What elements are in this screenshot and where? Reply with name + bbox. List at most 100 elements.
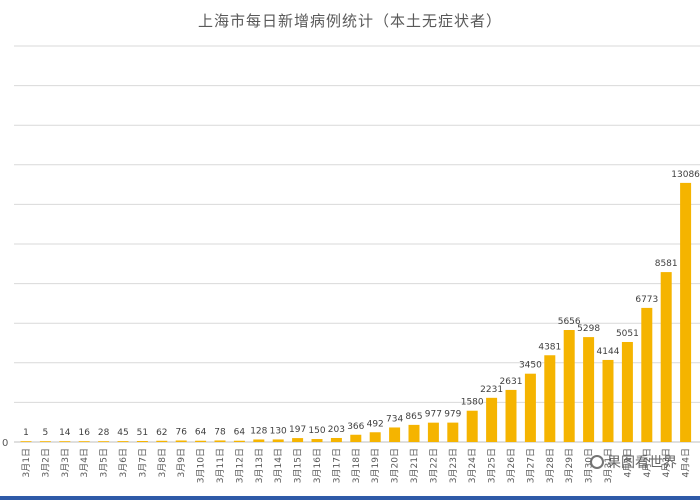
- data-label: 4381: [538, 342, 561, 352]
- data-label: 14: [59, 428, 71, 438]
- data-label: 5656: [558, 317, 581, 327]
- data-label: 3450: [519, 361, 542, 371]
- bar: [660, 272, 672, 442]
- data-label: 16: [78, 428, 90, 438]
- bar: [583, 337, 595, 442]
- y-tick-label: 0: [2, 438, 8, 449]
- bar: [59, 441, 71, 442]
- bar: [408, 424, 420, 442]
- bar: [39, 441, 51, 442]
- data-label: 5298: [577, 324, 600, 334]
- x-tick-label: 3月13日: [254, 448, 265, 483]
- bar: [621, 341, 633, 442]
- watermark: 果图看世界: [590, 452, 677, 472]
- bar: [544, 355, 556, 442]
- bar: [641, 307, 653, 442]
- data-label: 979: [444, 410, 461, 420]
- bar: [20, 441, 32, 442]
- x-tick-label: 4月3日: [661, 448, 672, 477]
- bar: [466, 410, 478, 442]
- x-tick-label: 3月8日: [157, 448, 168, 477]
- chart-title: 上海市每日新增病例统计（本土无症状者）: [197, 12, 502, 30]
- bar: [330, 437, 342, 442]
- chat-bubble-icon: [590, 455, 604, 469]
- bar: [136, 440, 148, 442]
- x-tick-label: 3月20日: [390, 448, 401, 483]
- data-label: 64: [195, 428, 207, 438]
- data-label: 1580: [461, 398, 484, 408]
- data-label: 5051: [616, 329, 639, 339]
- x-tick-label: 3月24日: [467, 448, 478, 483]
- x-tick-label: 4月2日: [642, 448, 653, 477]
- x-tick-label: 3月4日: [79, 448, 90, 477]
- x-tick-label: 3月17日: [331, 448, 342, 483]
- bar: [486, 397, 498, 442]
- x-tick-label: 3月16日: [312, 448, 323, 483]
- bar: [427, 422, 439, 442]
- bar: [272, 439, 284, 442]
- data-label: 492: [367, 419, 384, 429]
- data-label: 5: [43, 428, 49, 438]
- watermark-text: 果图看世界: [607, 455, 677, 471]
- data-label: 977: [425, 410, 442, 420]
- bar: [524, 373, 536, 442]
- bar: [253, 439, 265, 442]
- data-label: 150: [308, 426, 325, 436]
- x-tick-label: 3月25日: [487, 448, 498, 483]
- x-tick-label: 3月30日: [584, 448, 595, 483]
- bar: [233, 440, 245, 442]
- data-label: 203: [328, 425, 345, 435]
- bar: [156, 440, 168, 442]
- x-tick-label: 3月27日: [525, 448, 536, 483]
- x-tick-label: 3月22日: [428, 448, 439, 483]
- data-label: 28: [98, 428, 110, 438]
- data-label: 2631: [500, 377, 523, 387]
- bar: [350, 434, 362, 442]
- x-tick-label: 3月12日: [234, 448, 245, 483]
- bar: [98, 441, 110, 442]
- bar: [369, 432, 381, 442]
- x-tick-label: 3月5日: [99, 448, 110, 477]
- data-label: 51: [137, 428, 148, 438]
- data-label: 4144: [597, 347, 620, 357]
- x-tick-label: 4月4日: [681, 448, 692, 477]
- data-label: 78: [214, 427, 226, 437]
- bar: [602, 359, 614, 442]
- x-tick-label: 3月1日: [21, 448, 32, 477]
- data-label: 13086: [671, 170, 700, 180]
- x-tick-label: 3月3日: [60, 448, 71, 477]
- x-tick-label: 3月2日: [40, 448, 51, 477]
- data-label: 45: [117, 428, 128, 438]
- bar: [175, 440, 187, 442]
- frame-border: [0, 496, 700, 500]
- x-tick-label: 3月6日: [118, 448, 129, 477]
- x-tick-label: 3月31日: [603, 448, 614, 483]
- data-label: 76: [175, 427, 187, 437]
- data-label: 865: [405, 412, 422, 422]
- data-label: 6773: [635, 295, 658, 305]
- bar: [195, 440, 207, 442]
- bar: [292, 438, 304, 442]
- x-tick-label: 3月15日: [293, 448, 304, 483]
- x-tick-label: 3月21日: [409, 448, 420, 483]
- bar: [563, 330, 575, 442]
- x-tick-label: 3月10日: [196, 448, 207, 483]
- data-label: 130: [270, 426, 287, 436]
- x-tick-label: 3月9日: [176, 448, 187, 477]
- bar: [447, 422, 459, 442]
- bar: [214, 440, 226, 442]
- x-tick-label: 4月1日: [622, 448, 633, 477]
- bar: [505, 389, 517, 442]
- data-label: 1: [23, 428, 29, 438]
- x-tick-label: 3月11日: [215, 448, 226, 483]
- data-label: 2231: [480, 385, 503, 395]
- x-tick-label: 3月23日: [448, 448, 459, 483]
- bar: [311, 439, 323, 442]
- x-tick-label: 3月28日: [545, 448, 556, 483]
- x-tick-label: 3月14日: [273, 448, 284, 483]
- bar: [680, 182, 692, 442]
- x-tick-label: 3月26日: [506, 448, 517, 483]
- data-label: 197: [289, 425, 306, 435]
- x-tick-label: 3月19日: [370, 448, 381, 483]
- x-tick-label: 3月7日: [137, 448, 148, 477]
